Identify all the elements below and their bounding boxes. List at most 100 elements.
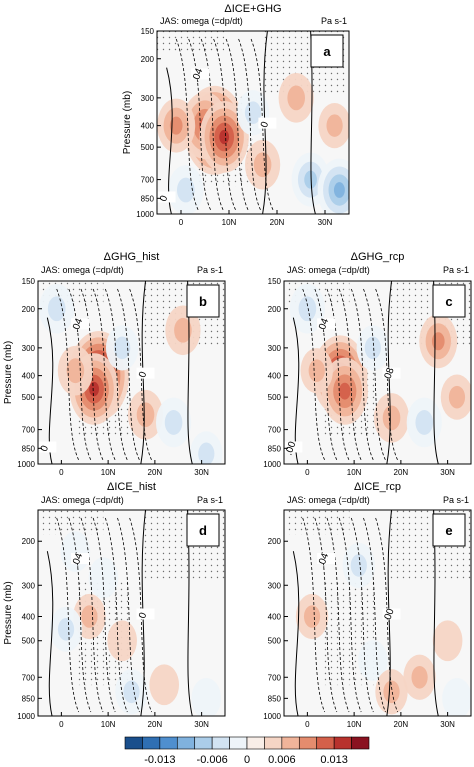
x-tick-label: 30N [194, 468, 209, 477]
contour-lines [166, 31, 316, 214]
anomaly-blob [278, 73, 314, 123]
anomaly-blob [199, 101, 249, 173]
anomaly-blob [88, 557, 119, 599]
y-axis-label: Pressure (mb) [3, 341, 14, 404]
y-tick-label: 300 [22, 581, 36, 590]
x-tick-label: 30N [194, 720, 209, 729]
contour-negative [92, 288, 116, 461]
anomaly-blob [358, 640, 388, 681]
y-tick-label: 700 [141, 176, 155, 185]
y-tick-label: 200 [22, 537, 36, 546]
y-tick-label: 300 [22, 344, 36, 353]
y-tick-label: 150 [268, 277, 282, 286]
x-tick-label: 0 [59, 720, 64, 729]
anomaly-blob [165, 305, 201, 356]
contour-negative [338, 288, 362, 461]
panel-subtitle-right: Pa s-1 [443, 265, 469, 275]
x-tick-label: 10N [101, 720, 116, 729]
colorbar-swatch [124, 736, 143, 750]
y-tick-label: 400 [268, 372, 282, 381]
x-tick-label: 0 [59, 468, 64, 477]
anomaly-blob [442, 677, 471, 716]
svg-text:b: b [199, 294, 207, 309]
y-axis: 200 300 400 500 700 850 1000 [263, 537, 288, 721]
contour-label: .04 [316, 551, 336, 569]
anomaly-blob [419, 314, 458, 369]
anomaly-blob [191, 677, 222, 716]
contour-negative [200, 38, 224, 211]
y-tick-label: 150 [22, 277, 36, 286]
contour-negative [80, 288, 104, 461]
y-tick-label: 300 [268, 344, 282, 353]
contour-lines [292, 281, 439, 464]
x-axis: 0 10N 20N 30N [305, 460, 455, 477]
contour-negative [129, 517, 152, 713]
y-tick-label: 300 [268, 581, 282, 590]
y-tick-label: 500 [22, 393, 36, 402]
contour-zero [140, 281, 147, 464]
y-axis: 150 200 300 400 500 700 850 1000 [136, 27, 161, 219]
y-tick-label: 850 [22, 444, 36, 453]
x-tick-label: 20N [394, 720, 409, 729]
y-tick-label: 700 [268, 426, 282, 435]
panel-title: ΔICE_rcp [354, 481, 401, 493]
contour-negative [363, 288, 386, 461]
plot-frame [156, 30, 350, 215]
anomaly-blob [318, 103, 349, 149]
contour-negative [363, 517, 386, 713]
contour-label: 0 [38, 441, 57, 453]
stipple-region [157, 31, 225, 53]
anomaly-blob [127, 389, 164, 440]
contour-negative [350, 517, 374, 713]
panel-label: d [186, 513, 220, 547]
panel-label: e [432, 513, 466, 547]
panel-subtitle-left: JAS: omega (=dp/dt) [287, 495, 370, 505]
anomaly-blob [300, 348, 333, 394]
y-tick-label: 500 [268, 637, 282, 646]
y-tick-label: 400 [268, 613, 282, 622]
x-tick-label: 0 [179, 218, 184, 227]
colorbar-swatch [281, 736, 300, 750]
x-tick-label: 20N [148, 468, 163, 477]
colorbar-swatch [264, 736, 283, 750]
contour-label: .00 [283, 440, 303, 457]
anomaly-blob [57, 345, 93, 396]
y-tick-label: 1000 [263, 460, 281, 469]
svg-text:.08: .08 [382, 366, 397, 383]
contour-negative [238, 38, 261, 211]
panel-title: ΔGHG_hist [104, 251, 160, 263]
panel-title: ΔGHG_rcp [351, 251, 405, 263]
colorbar-swatch [176, 736, 196, 750]
anomaly-blob [317, 158, 349, 214]
x-tick-label: 30N [318, 218, 333, 227]
panel-title: ΔICE_hist [107, 481, 156, 493]
contour-negative [68, 288, 92, 461]
contour-negative [117, 288, 140, 461]
y-tick-label: 400 [22, 372, 36, 381]
anomaly-blob [49, 606, 83, 652]
colorbar-tick-label: -0.006 [197, 754, 228, 766]
x-tick-label: 10N [347, 468, 362, 477]
anomaly-blob [406, 397, 442, 448]
y-tick-label: 200 [268, 537, 282, 546]
anomaly-blob [432, 620, 463, 662]
contour-label: 0 [157, 191, 176, 203]
plot-frame [283, 509, 472, 717]
stipple-region [38, 510, 104, 535]
svg-text:0: 0 [259, 120, 271, 129]
contour-negative [302, 288, 326, 461]
contour-negative [188, 38, 212, 211]
contour-negative [92, 517, 116, 713]
contour-label: .04 [316, 317, 336, 334]
y-tick-label: 500 [141, 143, 155, 152]
x-tick-label: 30N [440, 468, 455, 477]
svg-text:.04: .04 [70, 551, 85, 568]
x-tick-label: 10N [347, 720, 362, 729]
y-tick-label: 400 [22, 613, 36, 622]
contour-negative [104, 517, 128, 713]
svg-text:.04: .04 [316, 551, 331, 568]
contour-positive [292, 551, 300, 716]
contour-negative [338, 517, 362, 713]
y-axis-label: Pressure (mb) [3, 581, 14, 644]
plot-area [157, 31, 349, 214]
